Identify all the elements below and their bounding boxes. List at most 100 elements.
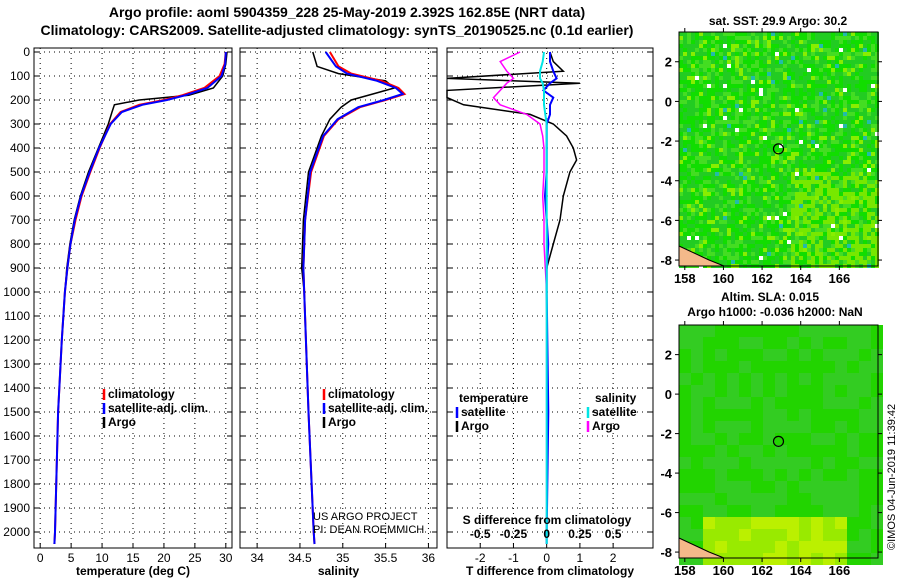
map-cell: [695, 176, 699, 180]
map-cell: [775, 236, 779, 240]
lon-tick-label: 160: [713, 563, 735, 578]
map-cell: [747, 192, 751, 196]
map-cell: [779, 188, 783, 192]
map-cell: [855, 164, 859, 168]
map-cell: [711, 52, 715, 56]
map-cell: [763, 92, 767, 96]
map-cell: [747, 220, 751, 224]
map-cell: [803, 200, 807, 204]
map-cell: [799, 373, 811, 385]
map-cell: [767, 180, 771, 184]
map-cell: [687, 128, 691, 132]
map-cell: [691, 409, 703, 421]
map-cell: [823, 337, 835, 349]
map-cell: [771, 192, 775, 196]
map-cell: [795, 156, 799, 160]
map-cell: [703, 409, 715, 421]
map-cell: [683, 60, 687, 64]
map-cell: [783, 172, 787, 176]
map-cell: [811, 116, 815, 120]
map-cell: [867, 128, 871, 132]
map-cell: [775, 409, 787, 421]
map-cell: [783, 152, 787, 156]
map-cell: [851, 104, 855, 108]
map-cell: [731, 100, 735, 104]
map-cell: [707, 96, 711, 100]
map-cell: [739, 445, 751, 457]
map-cell: [815, 252, 819, 256]
map-cell: [799, 48, 803, 52]
map-cell: [795, 244, 799, 248]
map-cell: [695, 120, 699, 124]
map-cell: [775, 128, 779, 132]
map-cell: [759, 116, 763, 120]
map-cell: [859, 148, 863, 152]
map-cell: [767, 196, 771, 200]
map-cell: [763, 385, 775, 397]
map-cell: [755, 192, 759, 196]
map-cell: [847, 228, 851, 232]
map-cell: [815, 128, 819, 132]
map-cell: [795, 84, 799, 88]
map-cell: [711, 168, 715, 172]
map-cell: [791, 208, 795, 212]
map-cell: [763, 72, 767, 76]
map-cell: [823, 156, 827, 160]
map-cell: [719, 196, 723, 200]
map-cell: [835, 236, 839, 240]
map-cell: [795, 56, 799, 60]
map-cell: [875, 96, 879, 100]
map-cell: [811, 457, 823, 469]
map-cell: [747, 172, 751, 176]
map-cell: [715, 200, 719, 204]
map-cell: [703, 176, 707, 180]
map-cell: [851, 100, 855, 104]
map-cell: [707, 160, 711, 164]
map-cell: [807, 72, 811, 76]
map-cell: [843, 244, 847, 248]
map-cell: [859, 140, 863, 144]
map-cell: [871, 108, 875, 112]
map-cell: [835, 168, 839, 172]
map-cell: [823, 192, 827, 196]
map-cell: [679, 397, 691, 409]
map-cell: [839, 172, 843, 176]
map-cell: [699, 52, 703, 56]
map-cell: [699, 60, 703, 64]
map-cell: [703, 457, 715, 469]
map-cell: [695, 196, 699, 200]
map-cell: [683, 152, 687, 156]
map-cell: [839, 52, 843, 56]
map-cell: [827, 100, 831, 104]
map-cell: [723, 212, 727, 216]
map-cell: [859, 188, 863, 192]
map-cell: [795, 132, 799, 136]
map-cell: [787, 36, 791, 40]
map-cell: [827, 92, 831, 96]
map-cell: [707, 124, 711, 128]
map-cell: [851, 172, 855, 176]
map-cell: [839, 252, 843, 256]
map-cell: [759, 48, 763, 52]
map-cell: [775, 200, 779, 204]
map-cell: [703, 228, 707, 232]
map-cell: [767, 112, 771, 116]
map-cell: [731, 52, 735, 56]
map-cell: [875, 192, 879, 196]
map-cell: [703, 397, 715, 409]
map-cell: [743, 48, 747, 52]
map-cell: [831, 104, 835, 108]
map-cell: [847, 252, 851, 256]
map-cell: [843, 68, 847, 72]
map-cell: [819, 56, 823, 60]
map-cell: [787, 40, 791, 44]
map-cell: [863, 32, 867, 36]
map-cell: [751, 160, 755, 164]
map-cell: [783, 220, 787, 224]
map-cell: [747, 184, 751, 188]
map-cell: [811, 88, 815, 92]
map-cell: [871, 160, 875, 164]
map-cell: [747, 88, 751, 92]
map-cell: [707, 240, 711, 244]
map-cell: [727, 188, 731, 192]
